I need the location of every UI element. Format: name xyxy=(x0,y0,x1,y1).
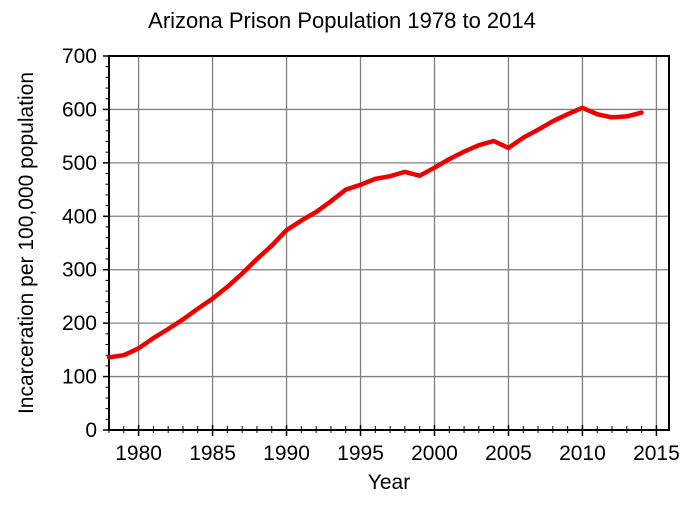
y-tick-label: 700 xyxy=(62,45,97,68)
x-tick-label: 1990 xyxy=(263,442,310,465)
x-tick-label: 2000 xyxy=(411,442,458,465)
y-tick-label: 200 xyxy=(62,312,97,335)
y-tick-label: 500 xyxy=(62,152,97,175)
x-tick-label: 2010 xyxy=(559,442,606,465)
series-layer xyxy=(106,105,644,360)
y-tick-label: 0 xyxy=(85,419,97,442)
y-tick-label: 100 xyxy=(62,366,97,389)
x-tick-label: 1995 xyxy=(337,442,384,465)
x-tick-label: 2015 xyxy=(633,442,680,465)
x-axis-title: Year xyxy=(368,471,410,494)
y-tick-label: 400 xyxy=(62,205,97,228)
tick-labels-layer: 1980 1985 1990 1995 2000 2005 2010 2015 0 100 200 3… xyxy=(62,45,680,465)
y-tick-label: 600 xyxy=(62,98,97,121)
y-tick-label: 300 xyxy=(62,259,97,282)
x-tick-label: 1985 xyxy=(189,442,236,465)
data-series-line xyxy=(106,105,644,360)
x-tick-label: 1980 xyxy=(115,442,162,465)
plot-border xyxy=(108,55,670,431)
chart-title: Arizona Prison Population 1978 to 2014 xyxy=(148,8,536,33)
y-axis-title: Incarceration per 100,000 population xyxy=(15,72,38,414)
gridlines-layer xyxy=(109,56,669,430)
x-tick-label: 2005 xyxy=(485,442,532,465)
